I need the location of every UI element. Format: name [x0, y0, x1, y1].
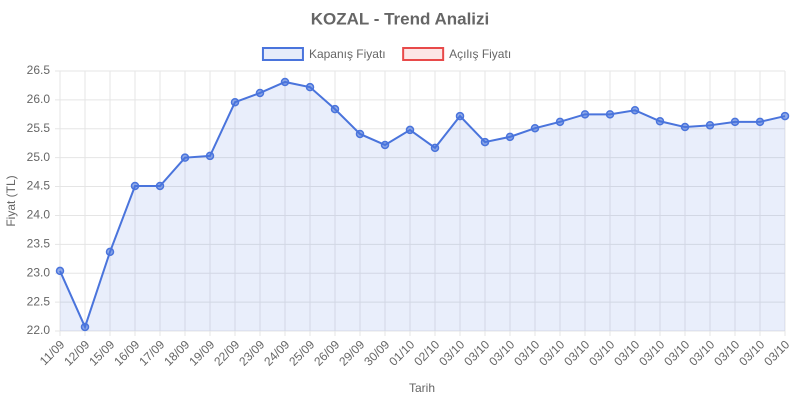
point: [405, 125, 415, 135]
y-axis-label: Fiyat (TL): [4, 175, 18, 226]
x-tick-label: 03/10: [636, 337, 667, 368]
point: [105, 247, 115, 257]
x-tick-label: 03/10: [461, 337, 492, 368]
legend-swatch: [402, 47, 445, 61]
x-tick-label: 15/09: [86, 337, 117, 368]
y-tick-label: 22.5: [27, 294, 51, 308]
point: [530, 123, 540, 133]
x-tick-label: 03/10: [536, 337, 567, 368]
legend-swatch: [261, 47, 304, 61]
point: [680, 122, 690, 132]
x-tick-label: 03/10: [611, 337, 642, 368]
x-tick-label: 03/10: [561, 337, 592, 368]
point: [155, 181, 165, 191]
x-tick-label: 24/09: [261, 337, 292, 368]
x-tick-label: 03/10: [736, 337, 767, 368]
x-tick-label: 03/10: [761, 337, 792, 368]
x-tick-label: 25/09: [286, 337, 317, 368]
point: [330, 104, 340, 114]
y-tick-label: 26.5: [27, 63, 51, 77]
point: [430, 143, 440, 153]
x-tick-label: 26/09: [311, 337, 342, 368]
x-tick-label: 02/10: [411, 337, 442, 368]
point: [55, 266, 65, 276]
point: [605, 110, 615, 119]
point: [130, 181, 140, 191]
y-tick-label: 24.0: [27, 208, 51, 222]
y-tick-label: 23.5: [27, 237, 51, 251]
point: [180, 153, 190, 162]
y-tick-label: 25.0: [27, 150, 51, 164]
x-tick-label: 30/09: [361, 337, 392, 368]
y-tick-label: 24.5: [27, 179, 51, 193]
point: [355, 129, 365, 139]
point: [730, 117, 740, 127]
chart-title: KOZAL - Trend Analizi: [311, 9, 490, 28]
legend-label: Açılış Fiyatı: [449, 47, 511, 61]
point: [380, 140, 390, 150]
x-tick-label: 17/09: [136, 337, 167, 368]
point: [280, 77, 290, 87]
point: [455, 111, 465, 121]
area: [60, 81, 785, 331]
point: [655, 117, 665, 126]
x-tick-label: 03/10: [511, 337, 542, 368]
x-axis-label: Tarih: [409, 381, 435, 395]
point: [580, 110, 590, 119]
point: [255, 88, 265, 98]
point: [630, 106, 640, 115]
x-tick-label: 12/09: [61, 337, 92, 368]
point: [480, 137, 490, 147]
point: [305, 82, 315, 92]
y-tick-label: 26.0: [27, 92, 51, 106]
x-tick-label: 11/09: [37, 337, 68, 368]
y-tick-label: 23.0: [27, 265, 51, 279]
y-tick-label: 25.5: [27, 121, 51, 135]
x-tick-label: 03/10: [486, 337, 517, 368]
legend-label: Kapanış Fiyatı: [309, 47, 386, 61]
x-tick-label: 01/10: [386, 337, 417, 368]
line: [59, 80, 786, 330]
x-tick-label: 29/09: [336, 337, 367, 368]
point: [705, 121, 715, 130]
point: [230, 97, 240, 107]
x-tick-label: 16/09: [111, 337, 142, 368]
y-tick-label: 22.0: [27, 323, 51, 337]
x-tick-label: 03/10: [586, 337, 617, 368]
x-tick-label: 03/10: [686, 337, 717, 368]
point: [80, 322, 90, 332]
point: [505, 132, 515, 142]
x-tick-label: 03/10: [661, 337, 692, 368]
point: [780, 111, 790, 121]
x-tick-label: 22/09: [211, 337, 242, 368]
point: [205, 151, 215, 161]
x-tick-label: 03/10: [436, 337, 467, 368]
x-tick-label: 23/09: [236, 337, 267, 368]
x-tick-label: 03/10: [711, 337, 742, 368]
x-tick-label: 19/09: [186, 337, 217, 368]
x-tick-label: 18/09: [161, 337, 192, 368]
point: [555, 117, 565, 127]
point: [755, 117, 765, 127]
